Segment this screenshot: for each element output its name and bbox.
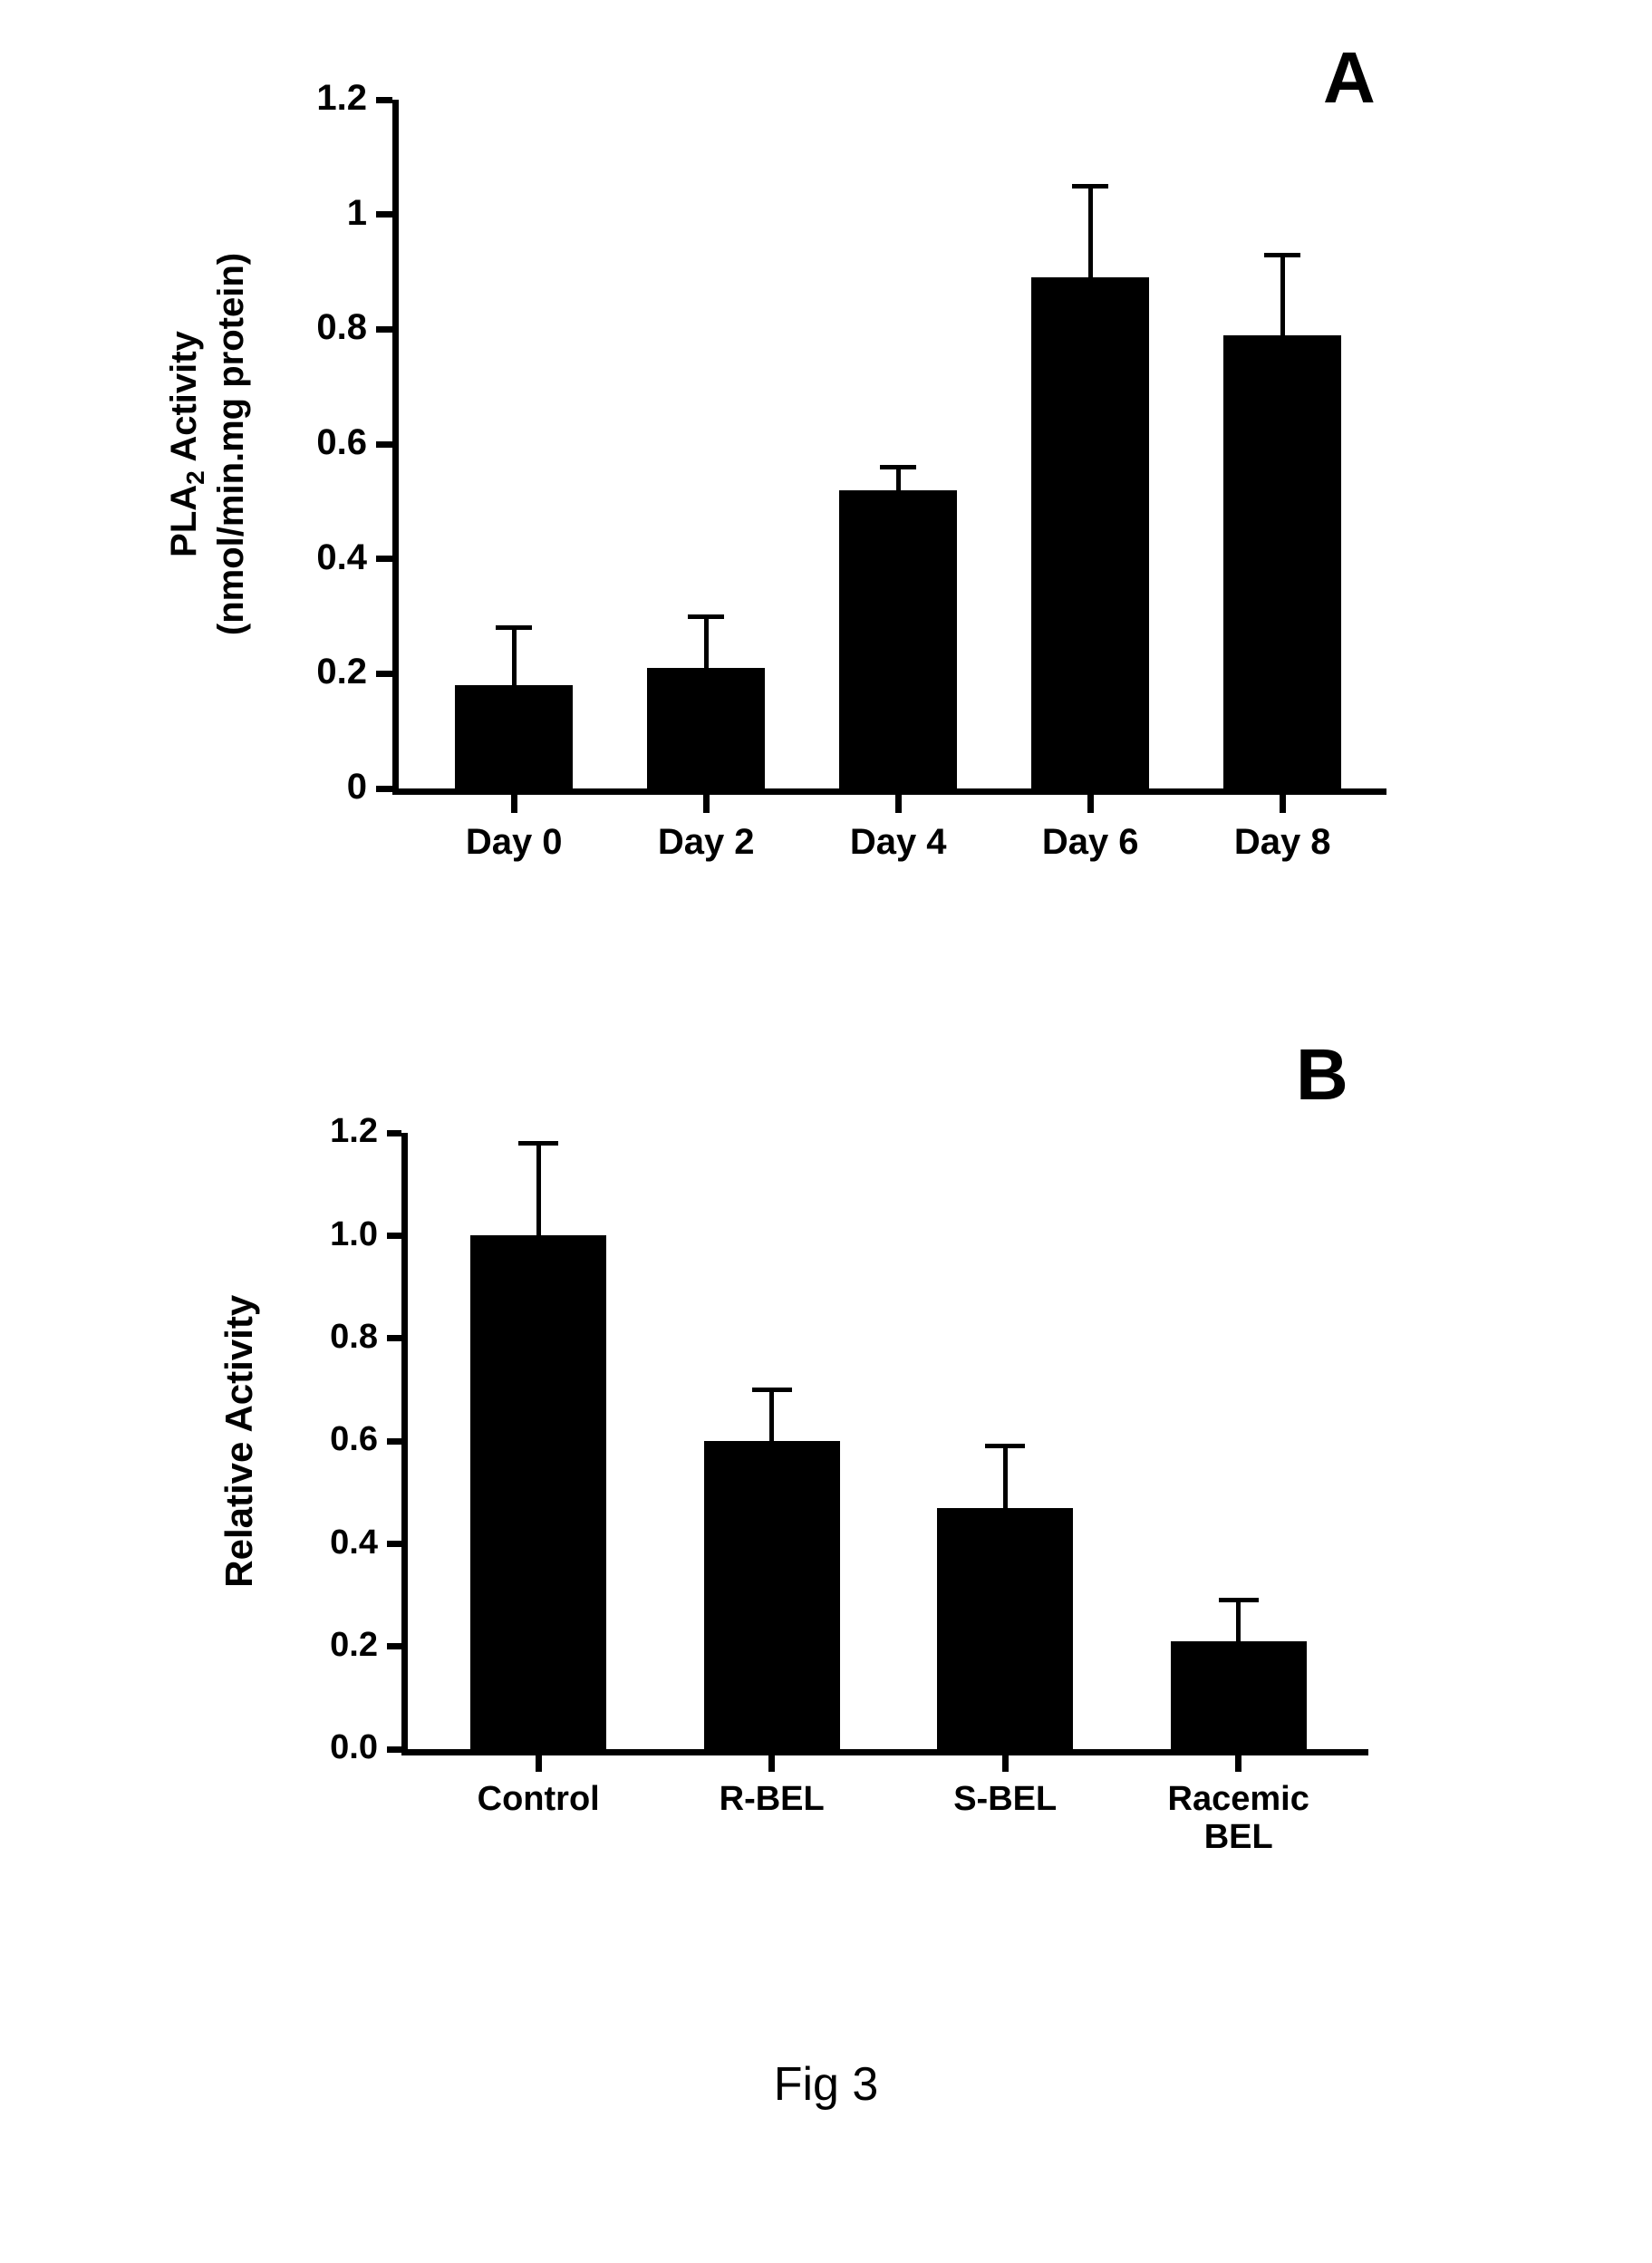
panel-a-y-tick-label: 0.6 xyxy=(258,422,367,463)
panel-b-x-tick-label: Control xyxy=(430,1781,647,1819)
panel-b-errorbar-cap xyxy=(1219,1598,1259,1602)
panel-a-errorbar xyxy=(512,628,517,685)
panel-b-errorbar xyxy=(769,1389,774,1441)
chart-b: 0.0 0.2 0.4 0.6 0.8 1.0 1.2 Control R-BEL S-BEL Ra… xyxy=(236,1115,1432,1903)
panel-a-errorbar-cap xyxy=(1072,184,1108,189)
panel-a-bar xyxy=(647,668,765,788)
panel-b-y-tick xyxy=(387,1643,401,1649)
panel-a-y-tick xyxy=(376,671,392,677)
panel-a-y-tick xyxy=(376,786,392,792)
panel-a-errorbar-cap xyxy=(496,625,532,630)
panel-a-errorbar-cap xyxy=(688,614,724,619)
panel-b-errorbar-cap xyxy=(985,1444,1025,1448)
panel-a-x-tick xyxy=(1280,795,1286,813)
panel-a-x-tick-label: Day 8 xyxy=(1174,822,1391,862)
panel-b-x-tick-label: R-BEL xyxy=(663,1781,881,1819)
panel-b-x-tick-label: S-BEL xyxy=(896,1781,1114,1819)
panel-a-x-tick-label: Day 4 xyxy=(789,822,1007,862)
panel-b-bar xyxy=(704,1441,840,1749)
panel-a-y-tick-label: 1.2 xyxy=(258,78,367,119)
panel-a-errorbar xyxy=(1088,186,1093,277)
panel-a-y-tick xyxy=(376,556,392,562)
panel-b-y-tick-label: 1.2 xyxy=(269,1112,378,1151)
panel-a-x-tick xyxy=(703,795,710,813)
panel-a-x-tick xyxy=(895,795,902,813)
panel-b-x-tick-label: Racemic BEL xyxy=(1130,1781,1348,1857)
panel-a-y-tick xyxy=(376,97,392,103)
panel-b-y-axis-label: Relative Activity xyxy=(217,1133,266,1749)
panel-a-x-tick xyxy=(1087,795,1094,813)
panel-a-y-tick xyxy=(376,211,392,218)
panel-a-y-tick-label: 0.8 xyxy=(258,307,367,348)
panel-a-x-tick-label: Day 6 xyxy=(981,822,1199,862)
panel-a-bar xyxy=(455,685,573,788)
panel-a-x-axis xyxy=(392,788,1386,795)
panel-b-label: B xyxy=(1296,1033,1348,1117)
panel-a-bar xyxy=(1031,277,1149,788)
chart-a: 0 0.2 0.4 0.6 0.8 1 1.2 Day 0Day 2Day 4Day 6Day… xyxy=(217,73,1450,879)
panel-b-y-tick xyxy=(387,1746,401,1753)
panel-b-y-tick xyxy=(387,1335,401,1341)
panel-a-x-tick-label: Day 2 xyxy=(597,822,815,862)
figure-caption: Fig 3 xyxy=(0,2057,1652,2112)
panel-b-y-tick xyxy=(387,1233,401,1239)
panel-b-errorbar-cap xyxy=(518,1141,558,1146)
panel-a-x-tick xyxy=(511,795,517,813)
panel-a-y-axis-label: PLA2 Activity(nmol/min.mg protein) xyxy=(163,100,254,788)
panel-a-y-tick-label: 1 xyxy=(258,193,367,234)
panel-a-errorbar xyxy=(704,616,709,668)
panel-b-x-tick xyxy=(768,1755,775,1772)
panel-b-x-tick xyxy=(1235,1755,1241,1772)
panel-b-bar xyxy=(470,1235,606,1749)
panel-b-x-tick xyxy=(536,1755,542,1772)
panel-b-y-tick-label: 0.0 xyxy=(269,1728,378,1767)
panel-a-errorbar xyxy=(896,467,901,489)
panel-b-bar xyxy=(1171,1641,1307,1749)
panel-a-y-tick-label: 0 xyxy=(258,767,367,808)
panel-b-errorbar xyxy=(536,1143,541,1235)
panel-b-bar xyxy=(937,1508,1073,1749)
panel-a-y-tick xyxy=(376,441,392,448)
panel-a-y-axis xyxy=(392,100,399,795)
panel-b-y-tick-label: 0.6 xyxy=(269,1420,378,1459)
panel-b-y-tick xyxy=(387,1438,401,1445)
panel-b-x-tick xyxy=(1002,1755,1009,1772)
panel-b-errorbar xyxy=(1003,1446,1008,1508)
panel-b-y-axis xyxy=(401,1133,408,1755)
panel-b-errorbar-cap xyxy=(752,1388,792,1392)
panel-b-y-tick xyxy=(387,1130,401,1136)
panel-b-x-axis xyxy=(401,1749,1368,1755)
panel-a-y-tick xyxy=(376,326,392,333)
panel-b-y-tick-label: 0.4 xyxy=(269,1523,378,1562)
panel-a-bar xyxy=(1223,335,1341,788)
panel-a-errorbar-cap xyxy=(1264,253,1300,257)
panel-a-errorbar-cap xyxy=(880,465,916,469)
panel-a-errorbar xyxy=(1280,255,1285,335)
panel-a-bar xyxy=(839,490,957,788)
panel-b-y-tick-label: 1.0 xyxy=(269,1215,378,1254)
panel-b-y-tick xyxy=(387,1541,401,1547)
panel-a-y-tick-label: 0.4 xyxy=(258,537,367,578)
panel-b-errorbar xyxy=(1236,1601,1241,1641)
panel-b-y-tick-label: 0.2 xyxy=(269,1626,378,1665)
panel-a-y-tick-label: 0.2 xyxy=(258,652,367,692)
panel-b-y-tick-label: 0.8 xyxy=(269,1318,378,1357)
panel-a-x-tick-label: Day 0 xyxy=(405,822,623,862)
